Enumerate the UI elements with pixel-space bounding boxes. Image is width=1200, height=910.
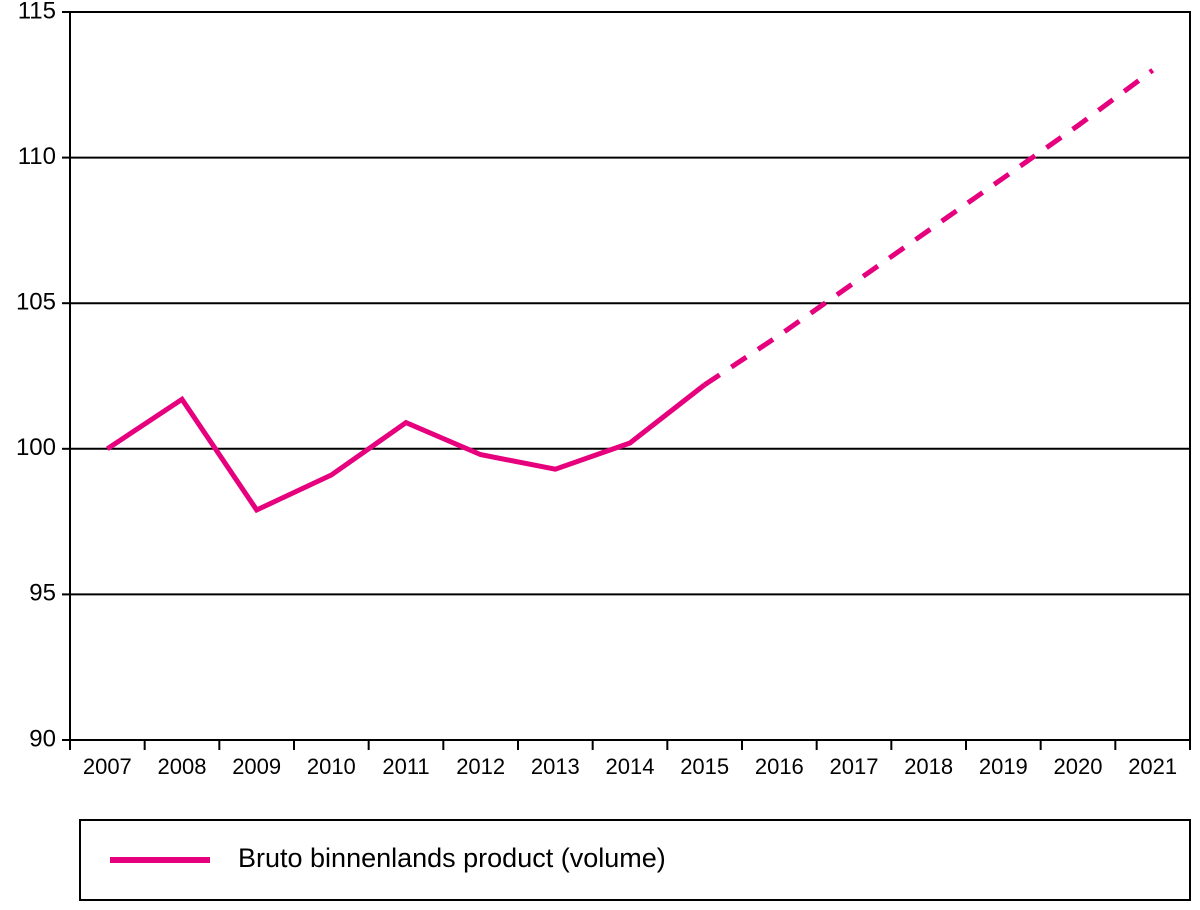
gdp-line-chart: 90 95 100 105 110 115 2007 2008 2009 2010 2011 2012… [0,0,1200,910]
x-tick-label: 2008 [158,754,207,779]
chart-svg: 90 95 100 105 110 115 2007 2008 2009 2010 2011 2012… [0,0,1200,910]
x-tick-label: 2021 [1128,754,1177,779]
y-tick-label: 95 [29,580,56,607]
x-tick-label: 2015 [680,754,729,779]
y-tick-label: 115 [18,0,56,24]
x-tick-label: 2018 [904,754,953,779]
y-tick-label: 90 [29,725,56,752]
y-tick-label: 105 [16,289,56,316]
x-tick-label: 2010 [307,754,356,779]
x-tick-label: 2012 [456,754,505,779]
x-tick-label: 2017 [830,754,879,779]
x-tick-label: 2009 [232,754,281,779]
y-tick-label: 100 [16,434,56,461]
x-tick-label: 2016 [755,754,804,779]
x-tick-label: 2014 [606,754,655,779]
x-tick-label: 2013 [531,754,580,779]
x-tick-label: 2019 [979,754,1028,779]
y-tick-label: 110 [18,143,56,170]
x-tick-label: 2011 [382,754,429,779]
x-tick-label: 2020 [1054,754,1103,779]
legend-label: Bruto binnenlands product (volume) [238,843,666,873]
x-tick-label: 2007 [83,754,132,779]
